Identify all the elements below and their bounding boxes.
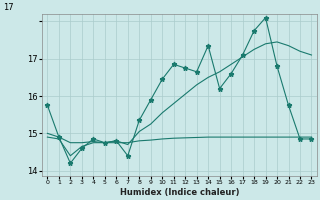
X-axis label: Humidex (Indice chaleur): Humidex (Indice chaleur) xyxy=(120,188,239,197)
Text: 17: 17 xyxy=(3,3,13,12)
